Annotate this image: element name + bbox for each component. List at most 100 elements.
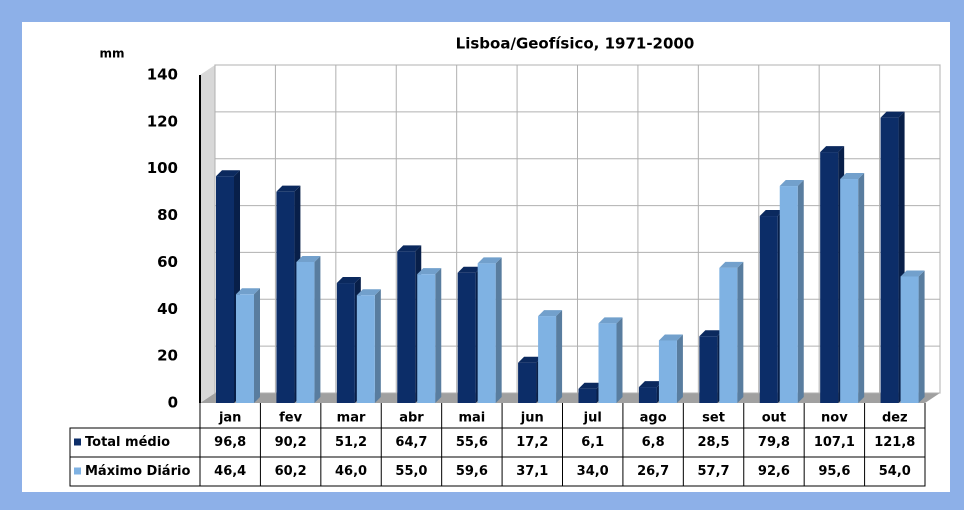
bar-top <box>840 173 865 180</box>
data-label: 26,7 <box>637 464 669 479</box>
data-label: 121,8 <box>874 435 915 450</box>
bar-top <box>658 334 683 341</box>
data-label: 37,1 <box>516 464 548 479</box>
data-label: 6,8 <box>642 435 665 450</box>
x-tick-label: jan <box>218 411 241 426</box>
bar-side <box>314 255 321 403</box>
bar-top <box>477 257 502 264</box>
x-tick-label: mar <box>337 411 366 426</box>
data-label: 59,6 <box>456 464 488 479</box>
bar-top <box>578 382 603 389</box>
bar <box>759 216 778 403</box>
bar-side <box>495 257 502 403</box>
data-label: 90,2 <box>275 435 307 450</box>
bar-top <box>759 210 784 217</box>
x-tick-label: mai <box>458 411 485 426</box>
y-tick-label: 60 <box>157 253 178 271</box>
bar-top <box>638 381 663 388</box>
data-label: 17,2 <box>516 435 548 450</box>
bar <box>477 263 496 403</box>
y-tick-label: 20 <box>157 347 178 365</box>
data-label: 55,0 <box>395 464 427 479</box>
side-wall <box>200 65 215 403</box>
y-tick-label: 140 <box>147 66 178 84</box>
bar <box>356 295 375 403</box>
bar <box>276 191 295 403</box>
data-label: 96,8 <box>214 435 246 450</box>
bar-top <box>356 289 381 296</box>
x-tick-label: abr <box>399 411 424 426</box>
data-label: 54,0 <box>879 464 911 479</box>
bar-top <box>900 270 925 277</box>
bar-side <box>556 310 563 403</box>
bar <box>719 267 738 403</box>
bar-top <box>216 170 240 177</box>
bar-side <box>737 261 744 403</box>
bar-side <box>676 334 683 403</box>
legend-swatch <box>74 438 81 446</box>
data-label: 46,4 <box>214 464 246 479</box>
x-tick-label: nov <box>821 411 848 426</box>
bar <box>518 362 537 403</box>
x-tick-label: jun <box>520 411 544 426</box>
bar-top <box>336 277 361 284</box>
bar-top <box>397 245 422 252</box>
bar-top <box>417 268 442 275</box>
bar-side <box>797 180 804 403</box>
bar <box>658 340 677 403</box>
y-axis-label: mm <box>99 47 124 61</box>
bar-side <box>254 288 260 403</box>
bar <box>417 274 436 403</box>
bar-top <box>457 266 482 273</box>
bar-top <box>779 180 804 187</box>
bar <box>236 294 254 403</box>
x-tick-label: dez <box>882 411 908 426</box>
data-label: 64,7 <box>395 435 427 450</box>
x-tick-label: set <box>702 411 725 426</box>
bar-top <box>598 317 623 324</box>
x-tick-label: out <box>762 411 786 426</box>
bar <box>578 388 597 403</box>
legend-label: Máximo Diário <box>85 464 190 479</box>
bar-side <box>435 268 442 403</box>
bar <box>397 251 416 403</box>
bar-top <box>538 310 563 317</box>
bar-top <box>296 255 321 262</box>
data-label: 79,8 <box>758 435 790 450</box>
bar <box>216 176 234 403</box>
floor <box>200 393 940 403</box>
bar-top <box>820 146 845 153</box>
y-tick-label: 40 <box>157 300 178 318</box>
x-tick-label: fev <box>279 411 302 426</box>
bar <box>880 117 899 403</box>
bar <box>699 336 718 403</box>
bar <box>820 152 839 403</box>
bar <box>336 283 355 403</box>
bar-top <box>699 330 724 337</box>
data-label: 107,1 <box>814 435 855 450</box>
data-label: 60,2 <box>275 464 307 479</box>
data-label: 55,6 <box>456 435 488 450</box>
bar-side <box>918 270 925 403</box>
y-tick-label: 100 <box>147 159 178 177</box>
bar-top <box>880 111 905 118</box>
bar-side <box>616 317 623 403</box>
legend-swatch <box>74 467 81 475</box>
y-tick-label: 120 <box>147 112 178 130</box>
y-tick-label: 0 <box>168 394 178 412</box>
bar <box>598 323 617 403</box>
data-label: 46,0 <box>335 464 367 479</box>
bar <box>638 387 657 403</box>
bar-top <box>236 288 260 295</box>
bar <box>779 186 798 403</box>
data-label: 6,1 <box>581 435 604 450</box>
x-tick-label: jul <box>583 411 602 426</box>
bar <box>538 316 557 403</box>
bar-top <box>518 356 543 363</box>
bar-top <box>719 261 744 268</box>
bar <box>900 276 919 403</box>
data-label: 92,6 <box>758 464 790 479</box>
bar <box>840 179 859 403</box>
bar <box>457 272 476 403</box>
x-tick-label: ago <box>640 411 667 426</box>
